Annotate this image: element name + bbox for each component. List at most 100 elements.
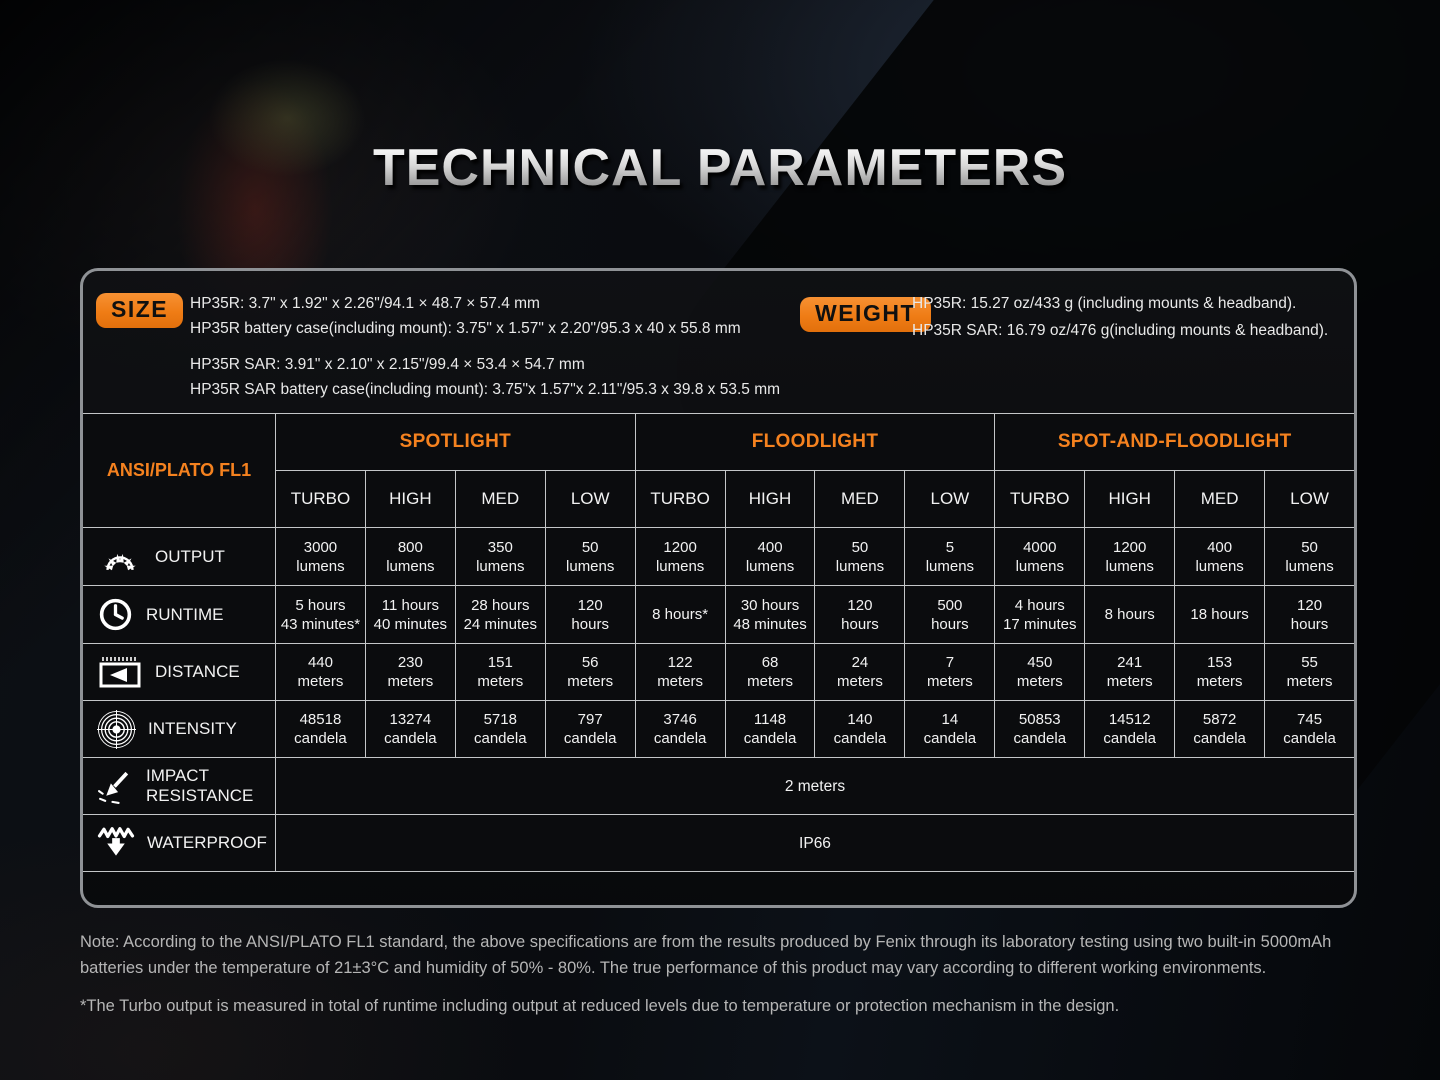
spec-value-line: meters — [477, 673, 524, 690]
spec-value-line: 400 — [1207, 538, 1233, 556]
weight-line: HP35R: 15.27 oz/433 g (including mounts … — [912, 295, 1297, 312]
group-header: SPOTLIGHT — [276, 414, 635, 470]
spec-value-line: candela — [833, 730, 887, 747]
row-label-text: IMPACT RESISTANCE — [146, 766, 253, 806]
spec-value-line: hours — [841, 615, 879, 633]
spec-value-line: hours — [931, 615, 969, 633]
row-label-intensity: INTENSITY — [83, 701, 275, 757]
spec-value-line: 120 — [1297, 596, 1323, 614]
spec-value-line: meters — [297, 673, 344, 690]
spec-value-line: hours — [1290, 615, 1329, 633]
mode-header: MED — [455, 471, 545, 527]
spec-value-line: lumens — [925, 557, 975, 575]
spec-value-line: 120 — [847, 596, 873, 614]
spec-cell: 5 lumens — [905, 528, 995, 585]
spec-cell: 241 meters — [1085, 644, 1175, 700]
weight-text: HP35R: 15.27 oz/433 g (including mounts … — [912, 290, 1328, 344]
spec-value-line: 40 minutes — [373, 615, 448, 633]
spec-value-line: lumens — [1105, 557, 1154, 575]
mode-header: MED — [815, 471, 905, 527]
spec-cell: 4 hours 17 minutes — [995, 586, 1085, 643]
spec-value-line: 24 minutes — [463, 615, 537, 633]
spec-panel: SIZE HP35R: 3.7" x 1.92" x 2.26"/94.1 × … — [80, 268, 1357, 908]
mode-header: LOW — [905, 471, 995, 527]
spec-cell: 24 meters — [815, 644, 905, 700]
spec-value-line: 120 — [577, 596, 603, 614]
spec-value-line: 8 hours — [1104, 606, 1155, 623]
size-badge: SIZE — [96, 293, 184, 328]
spec-cell: 8 hours — [1085, 586, 1175, 643]
spec-table: ANSI/PLATO FL1 SPOTLIGHT FLOODLIGHT SPOT-AN… — [83, 413, 1354, 872]
mode-header: TURBO — [995, 471, 1085, 527]
spec-value-line: meters — [1196, 673, 1243, 690]
spec-value-line: 1148 — [753, 711, 787, 728]
spec-cell: 50 lumens — [545, 528, 635, 585]
row-label-text: WATERPROOF — [147, 833, 267, 853]
sunburst-icon — [104, 553, 136, 571]
spec-value-line: 1200 — [663, 538, 697, 556]
spec-cell: 400 lumens — [1175, 528, 1265, 585]
note-turbo: *The Turbo output is measured in total o… — [80, 997, 1120, 1015]
spec-cell: 120 hours — [545, 586, 635, 643]
spec-value-line: 17 minutes — [1003, 615, 1077, 633]
spec-cell: 3746 candela — [635, 701, 725, 757]
target-icon — [97, 709, 136, 749]
water-splash-icon — [97, 827, 135, 856]
spec-value-line: lumens — [745, 557, 795, 575]
spec-value-line: 140 — [847, 711, 873, 728]
spec-value-line: candela — [563, 730, 617, 747]
spec-value-line: 5872 — [1202, 711, 1237, 728]
spec-value-line: 800 — [397, 538, 423, 556]
mode-header: LOW — [545, 471, 635, 527]
spec-cell: 230 meters — [365, 644, 455, 700]
group-header: FLOODLIGHT — [635, 414, 995, 470]
impact-arrow-icon — [98, 771, 129, 804]
row-label-line: RESISTANCE — [146, 786, 254, 805]
spec-value-line: 56 — [581, 654, 599, 671]
spec-value-line: 18 hours — [1190, 606, 1249, 623]
spec-value-line: candela — [294, 730, 347, 747]
spec-value-line: 153 — [1207, 654, 1233, 671]
spec-cell: 11 hours 40 minutes — [365, 586, 455, 643]
spec-value-line: meters — [926, 673, 973, 690]
row-label-output: OUTPUT — [83, 528, 275, 585]
spec-value-line: lumens — [566, 557, 615, 575]
spec-value-line: 3000 — [303, 538, 338, 556]
spec-value-line: 5 hours — [295, 596, 346, 614]
spec-cell: 50853 candela — [995, 701, 1085, 757]
spec-value-line: 8 hours* — [652, 606, 709, 623]
size-text: HP35R: 3.7" x 1.92" x 2.26"/94.1 × 48.7 … — [190, 291, 780, 402]
spec-value-line: meters — [657, 673, 704, 690]
spec-cell: 1200 lumens — [1085, 528, 1175, 585]
spec-cell: 153 meters — [1175, 644, 1265, 700]
spec-value-line: 55 — [1301, 654, 1318, 671]
spec-value-line: 4000 — [1023, 538, 1057, 556]
spec-value-line: meters — [747, 673, 793, 690]
spec-value-line: lumens — [655, 557, 705, 575]
spec-value-line: meters — [1286, 673, 1333, 690]
spec-cell: 140 candela — [815, 701, 905, 757]
spec-cell: 500 hours — [905, 586, 995, 643]
spec-cell: 120 hours — [815, 586, 905, 643]
spec-value-line: 230 — [397, 654, 423, 671]
spec-value-line: 241 — [1117, 654, 1143, 671]
note-ansi: Note: According to the ANSI/PLATO FL1 st… — [80, 933, 1332, 977]
spec-cell: 5718 candela — [455, 701, 545, 757]
spec-value-line: candela — [923, 730, 977, 747]
spec-cell: 745 candela — [1265, 701, 1354, 757]
spec-cell: 400 lumens — [725, 528, 815, 585]
spec-value-line: lumens — [476, 557, 525, 575]
mode-header: TURBO — [276, 471, 365, 527]
spec-cell: 5872 candela — [1175, 701, 1265, 757]
spec-cell: 1148 candela — [725, 701, 815, 757]
spec-cell: 120 hours — [1265, 586, 1354, 643]
mode-header: MED — [1175, 471, 1265, 527]
spec-value-line: 3746 — [663, 711, 697, 728]
spec-value-line: 50 — [851, 538, 869, 556]
footnotes: Note: According to the ANSI/PLATO FL1 st… — [80, 930, 1372, 1020]
group-header: SPOT-AND-FLOODLIGHT — [995, 414, 1354, 470]
mode-header: HIGH — [725, 471, 815, 527]
spec-cell: 797 candela — [545, 701, 635, 757]
row-label-distance: DISTANCE — [83, 644, 275, 700]
row-label-line: IMPACT — [146, 766, 209, 785]
